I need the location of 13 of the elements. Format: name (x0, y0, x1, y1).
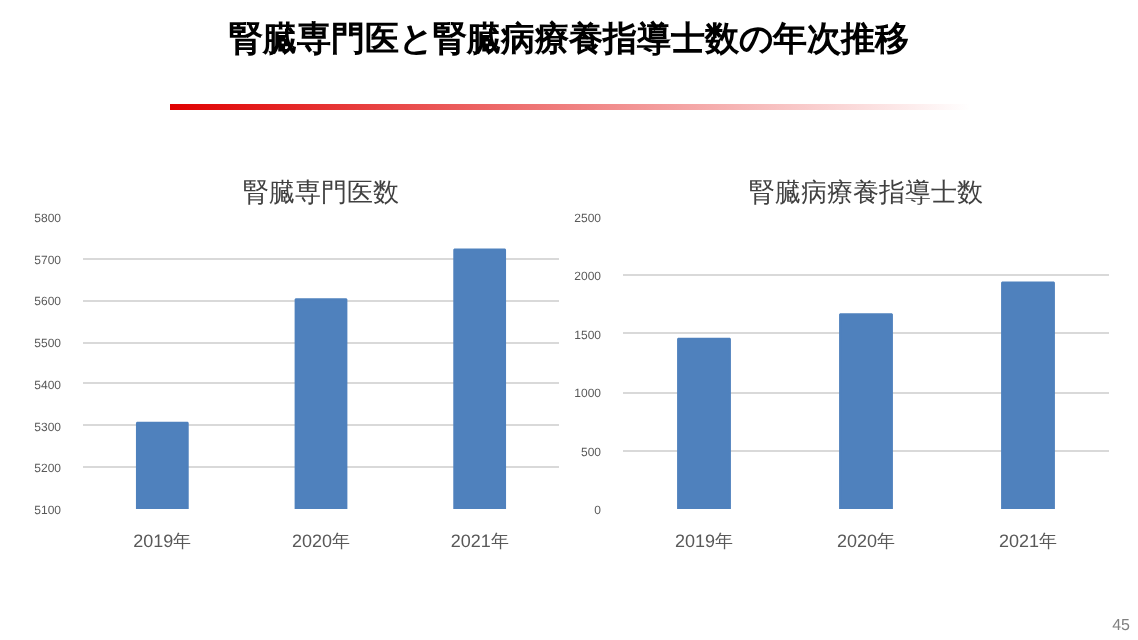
x-tick-label: 2021年 (450, 531, 509, 551)
x-tick-label: 2020年 (836, 531, 896, 551)
chart-title: 腎臓専門医数 (243, 177, 399, 207)
text: 45 (1110, 614, 1130, 637)
x-tick-label: 2019年 (133, 531, 192, 551)
bar (1001, 281, 1055, 509)
x-tick-label: 2021年 (998, 531, 1058, 551)
x-tick-label: 2020年 (291, 531, 351, 551)
x-tick-label: 2019年 (674, 531, 734, 551)
text: 腎臓専門医と腎臓病療養指導士数の年次推移 (227, 18, 911, 62)
bar (677, 337, 731, 509)
chart-title: 腎臓病療養指導士数 (749, 177, 983, 207)
bar (839, 313, 893, 509)
